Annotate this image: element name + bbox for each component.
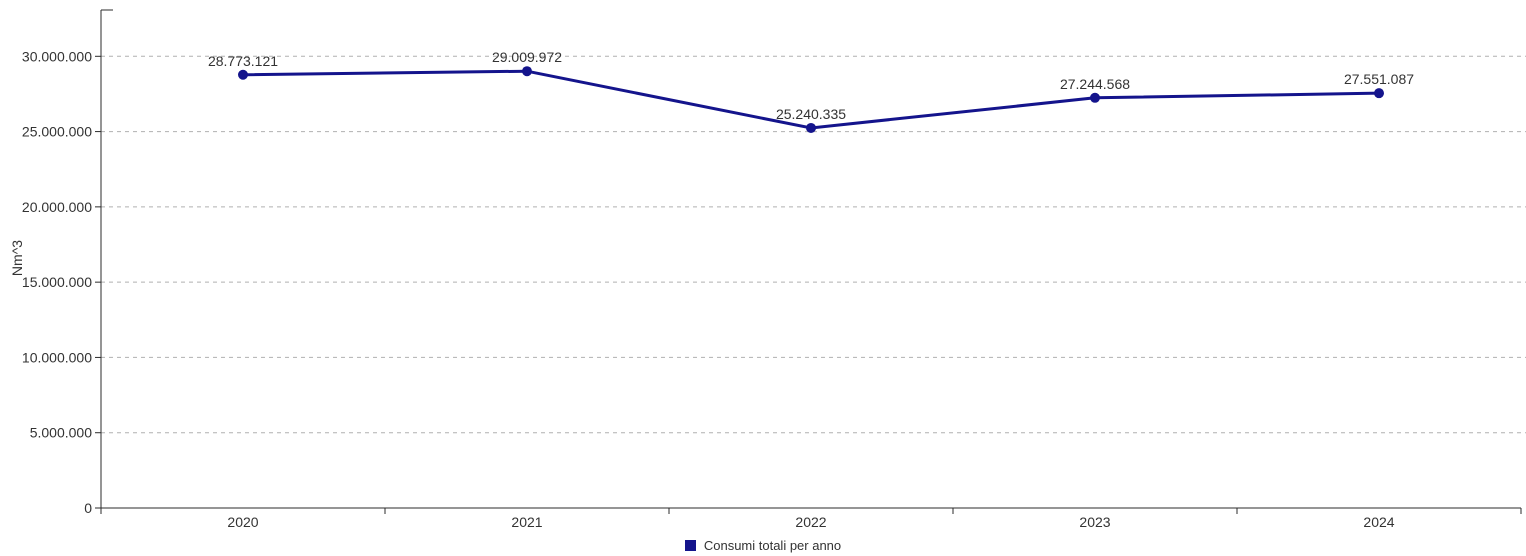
x-tick-label-2024: 2024: [1363, 514, 1394, 530]
x-tick-label-2022: 2022: [795, 514, 826, 530]
legend-item[interactable]: Consumi totali per anno: [684, 537, 842, 553]
data-point-2021[interactable]: [522, 66, 532, 77]
y-tick-label: 10.000.000: [22, 349, 92, 365]
data-point-label: 27.551.087: [1344, 71, 1414, 87]
y-tick-label: 0: [84, 500, 92, 516]
data-point-label: 25.240.335: [776, 106, 846, 122]
x-tick-label-2021: 2021: [511, 514, 542, 530]
x-tick-label-2023: 2023: [1079, 514, 1110, 530]
data-point-2022[interactable]: [806, 122, 816, 133]
legend-label: Consumi totali per anno: [703, 537, 842, 553]
data-point-2024[interactable]: [1374, 88, 1384, 99]
y-tick-label: 15.000.000: [22, 274, 92, 290]
x-tick-label-2020: 2020: [227, 514, 258, 530]
legend: Consumi totali per anno: [0, 535, 1526, 555]
data-point-2023[interactable]: [1090, 92, 1100, 103]
data-point-2020[interactable]: [238, 69, 248, 80]
y-axis-title: Nm^3: [9, 240, 25, 276]
data-point-label: 27.244.568: [1060, 76, 1130, 92]
y-tick-label: 20.000.000: [22, 199, 92, 215]
y-tick-label: 30.000.000: [22, 48, 92, 64]
legend-swatch-icon: [684, 539, 696, 551]
data-point-label: 29.009.972: [492, 49, 562, 65]
y-tick-label: 5.000.000: [30, 425, 92, 441]
y-tick-label: 25.000.000: [22, 124, 92, 140]
data-point-label: 28.773.121: [208, 53, 278, 69]
